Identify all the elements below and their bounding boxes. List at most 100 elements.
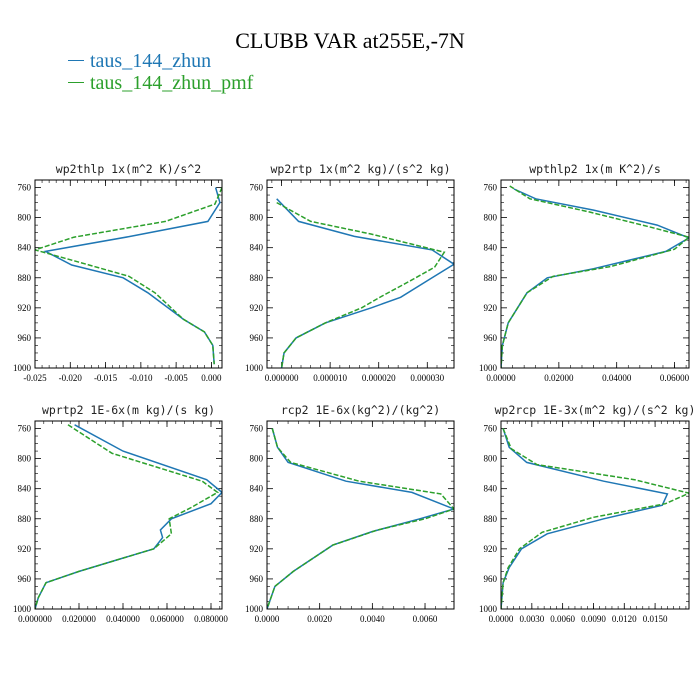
plot-frame [500,179,690,369]
panel-title: wpthlp2 1x(m K^2)/s [529,162,661,176]
series-line-zhun [267,428,454,609]
y-tick-label: 840 [18,243,32,253]
x-tick-label: 0.02000 [544,373,574,383]
x-tick-label: 0.000010 [313,373,347,383]
y-tick-label: 1000 [479,363,498,373]
y-tick-label: 960 [250,333,264,343]
legend-item-zhun: taus_144_zhun [68,50,253,72]
plot-frame [34,179,223,369]
legend-label: taus_144_zhun [90,50,212,72]
y-tick-label: 1000 [13,604,32,614]
panel-title: wp2rcp 1E-3x(m^2 kg)/(s^2 kg) [495,403,696,417]
y-tick-label: 800 [484,213,498,223]
x-tick-label: 0.04000 [602,373,632,383]
legend-item-zhun-pmf: taus_144_zhun_pmf [68,72,253,94]
y-tick-label: 760 [484,424,498,434]
panel-title: rcp2 1E-6x(kg^2)/(kg^2) [281,403,440,417]
y-tick-label: 1000 [479,604,498,614]
y-tick-label: 960 [250,574,264,584]
y-tick-label: 880 [18,514,32,524]
x-tick-label: -0.005 [165,373,189,383]
y-tick-label: 800 [484,454,498,464]
panel-title: wp2thlp 1x(m^2 K)/s^2 [56,162,201,176]
y-tick-label: 920 [18,303,32,313]
series-line-zhun-pmf [35,187,222,365]
y-tick-label: 960 [484,333,498,343]
y-tick-label: 920 [18,544,32,554]
x-tick-label: 0.000 [201,373,222,383]
x-tick-label: 0.0030 [519,614,544,624]
chart-panel-4: wprtp2 1E-6x(m kg)/(s kg) 760 800 840 880 920… [13,403,228,624]
y-tick-label: 1000 [13,363,32,373]
y-tick-label: 800 [250,454,264,464]
y-tick-label: 920 [484,303,498,313]
y-tick-label: 840 [18,484,32,494]
x-tick-label: 0.0150 [643,614,668,624]
x-tick-label: 0.0020 [307,614,332,624]
legend-swatch-blue [68,59,84,61]
x-tick-label: 0.0000 [255,614,280,624]
x-tick-label: 0.0060 [413,614,438,624]
x-tick-label: 0.0120 [612,614,637,624]
series-line-zhun-pmf [276,201,446,368]
plot-frame [266,420,455,610]
y-tick-label: 760 [18,183,32,193]
y-tick-label: 800 [18,213,32,223]
x-tick-label: -0.015 [94,373,118,383]
series-line-zhun-pmf [35,424,219,609]
x-tick-label: 0.000020 [362,373,396,383]
y-tick-label: 960 [18,574,32,584]
y-tick-label: 960 [484,574,498,584]
series-line-zhun [501,188,689,368]
series-line-zhun [501,428,669,609]
x-tick-label: 0.0060 [550,614,575,624]
chart-panel-6: wp2rcp 1E-3x(m^2 kg)/(s^2 kg) 760 800 840 88… [479,403,695,624]
y-tick-label: 840 [250,243,264,253]
x-tick-label: 0.0090 [581,614,606,624]
x-tick-label: 0.0000 [489,614,514,624]
y-tick-label: 920 [250,303,264,313]
panel-title: wp2rtp 1x(m^2 kg)/(s^2 kg) [270,162,450,176]
x-tick-label: -0.010 [129,373,153,383]
chart-panel-5: rcp2 1E-6x(kg^2)/(kg^2) 760 800 840 880 920 96… [245,403,455,624]
y-tick-label: 880 [18,273,32,283]
legend-swatch-green [68,81,84,83]
y-tick-label: 880 [484,273,498,283]
x-tick-label: 0.040000 [106,614,140,624]
series-line-zhun-pmf [267,428,454,609]
y-tick-label: 840 [484,484,498,494]
series-line-zhun-pmf [501,185,689,368]
y-tick-label: 920 [484,544,498,554]
x-tick-label: -0.025 [23,373,47,383]
y-tick-label: 760 [18,424,32,434]
y-tick-label: 760 [484,183,498,193]
x-tick-label: 0.0040 [360,614,385,624]
y-tick-label: 1000 [245,363,264,373]
y-tick-label: 880 [250,273,264,283]
y-tick-label: 760 [250,424,264,434]
y-tick-label: 760 [250,183,264,193]
x-tick-label: 0.060000 [150,614,184,624]
y-tick-label: 840 [484,243,498,253]
x-tick-label: 0.080000 [194,614,228,624]
x-tick-label: -0.020 [59,373,83,383]
panel-title: wprtp2 1E-6x(m kg)/(s kg) [42,403,215,417]
series-line-zhun [276,198,454,368]
y-tick-label: 960 [18,333,32,343]
x-tick-label: 0.000030 [410,373,444,383]
y-tick-label: 880 [250,514,264,524]
series-line-zhun [35,424,222,609]
y-tick-label: 920 [250,544,264,554]
plot-frame [266,179,455,369]
legend-label: taus_144_zhun_pmf [90,72,254,94]
chart-panel-2: wp2rtp 1x(m^2 kg)/(s^2 kg) 760 800 840 880 92… [245,162,455,383]
x-tick-label: 0.00000 [486,373,516,383]
y-tick-label: 1000 [245,604,264,614]
series-line-zhun [43,187,221,365]
page-title: CLUBB VAR at255E,-7N [235,28,465,53]
x-tick-label: 0.000000 [265,373,299,383]
y-tick-label: 800 [18,454,32,464]
plot-frame [500,420,690,610]
plot-frame [34,420,223,610]
